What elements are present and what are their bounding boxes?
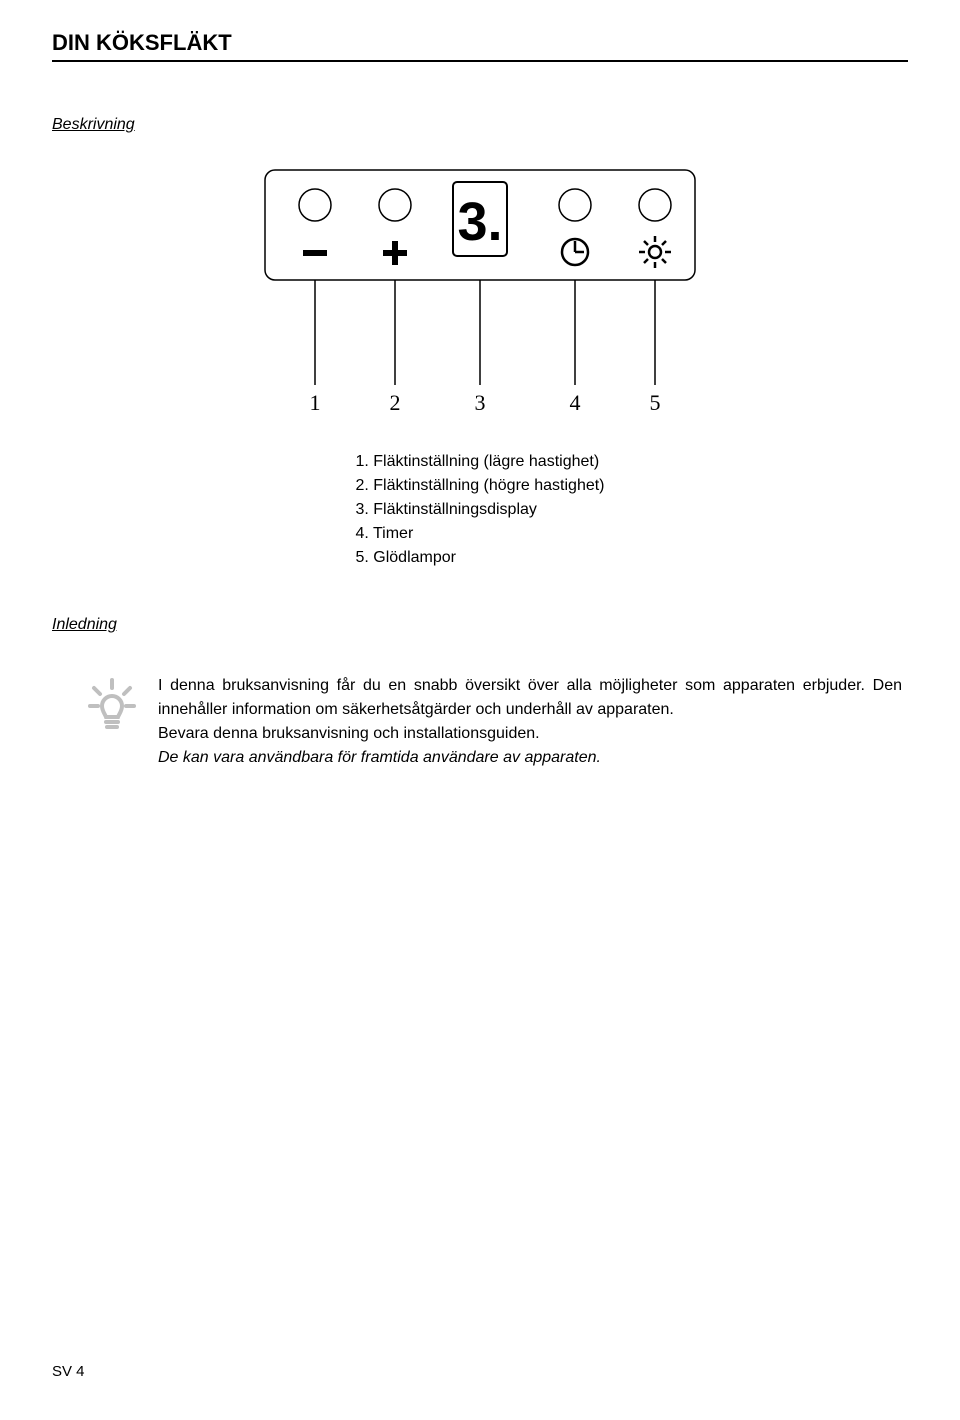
legend-item: 3. Fläktinställningsdisplay <box>355 498 604 522</box>
section-heading-intro: Inledning <box>52 616 908 634</box>
diagram-label-4: 4 <box>570 390 581 415</box>
page-footer: SV 4 <box>52 1363 85 1380</box>
legend-item: 5. Glödlampor <box>355 546 604 570</box>
control-panel-svg: 3. 1 2 3 4 5 <box>245 160 715 420</box>
legend-item: 2. Fläktinställning (högre hastighet) <box>355 474 604 498</box>
intro-p2: Bevara denna bruksanvisning och installa… <box>158 725 540 742</box>
diagram-label-5: 5 <box>650 390 661 415</box>
intro-paragraphs: I denna bruksanvisning får du en snabb ö… <box>158 674 902 770</box>
page-title: DIN KÖKSFLÄKT <box>52 30 908 62</box>
diagram-label-3: 3 <box>475 390 486 415</box>
intro-p3: De kan vara användbara för framtida anvä… <box>158 749 601 766</box>
legend-item: 4. Timer <box>355 522 604 546</box>
intro-p1: I denna bruksanvisning får du en snabb ö… <box>158 677 902 718</box>
display-value: 3. <box>457 192 502 252</box>
lightbulb-tip-icon <box>88 678 136 734</box>
legend-block: 1. Fläktinställning (lägre hastighet) 2.… <box>52 450 908 570</box>
diagram-label-2: 2 <box>390 390 401 415</box>
diagram-label-1: 1 <box>310 390 321 415</box>
legend-item: 1. Fläktinställning (lägre hastighet) <box>355 450 604 474</box>
section-heading-description: Beskrivning <box>52 116 908 134</box>
control-panel-diagram: 3. 1 2 3 4 5 <box>52 160 908 420</box>
